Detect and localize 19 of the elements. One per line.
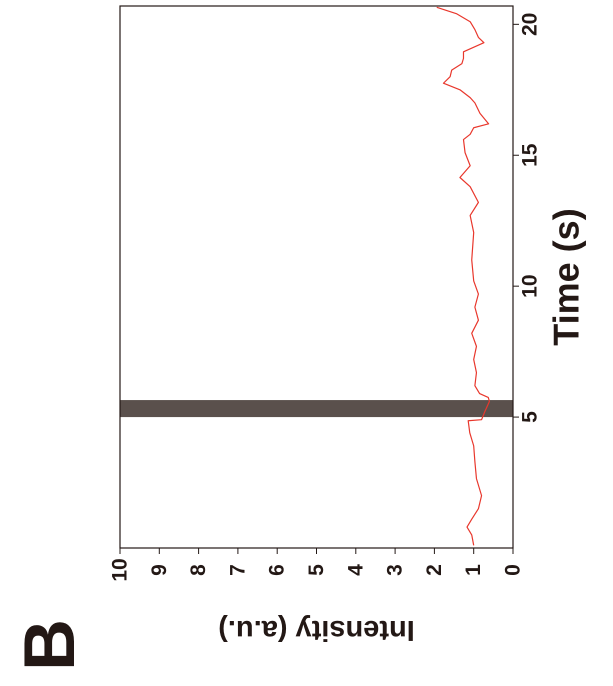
x-axis-title: Intensity (a.u.) [218,614,415,646]
y-tick-label: 20 [518,12,542,36]
y-axis-title: Time (s) [546,208,586,346]
x-tick-label: 2 [422,564,446,576]
text: B [10,619,90,671]
y-tick-label: 10 [518,274,542,298]
x-tick-label: 7 [226,564,250,576]
x-tick-label: 9 [148,564,171,576]
y-tick-label: 5 [518,410,542,423]
x-tick-label: 0 [502,564,524,576]
x-tick-label: 3 [384,564,407,576]
line-series [436,6,490,546]
x-tick-label: 8 [187,564,210,576]
x-tick-label: 6 [266,564,289,576]
x-tick-label: 4 [344,564,368,576]
x-tick-label: 5 [305,564,328,576]
y-tick-label: 15 [518,143,542,167]
x-tick-label: 1 [462,564,486,576]
x-tick-label: 10 [108,558,132,582]
